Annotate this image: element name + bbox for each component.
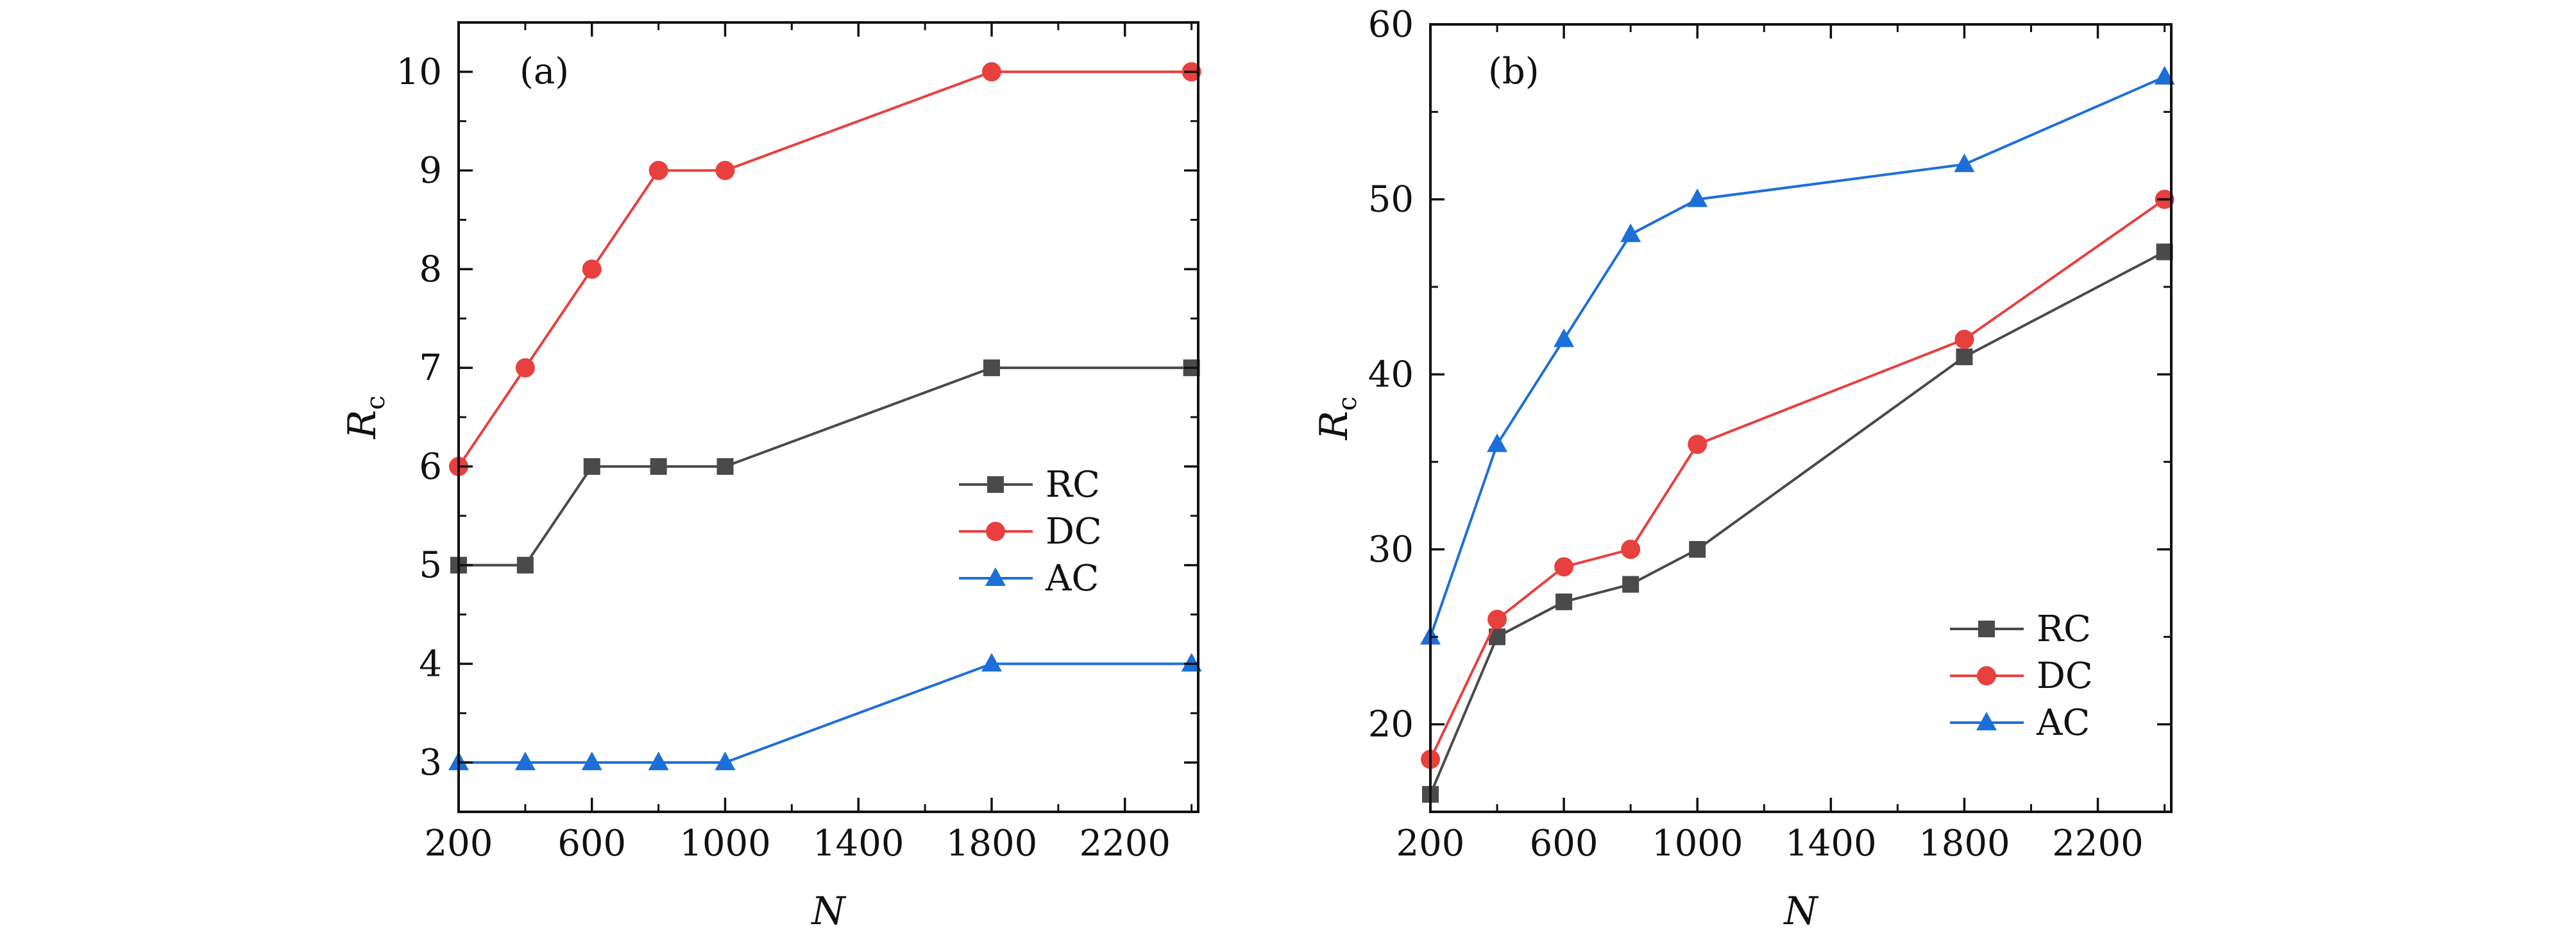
y-tick-label: 6 (419, 446, 442, 488)
data-point-dc (1688, 434, 1707, 454)
y-tick-label: 50 (1368, 179, 1414, 221)
data-point-rc (650, 458, 667, 475)
legend-label-ac: AC (1045, 558, 1099, 599)
data-point-dc (1554, 557, 1574, 577)
series-line-ac (459, 662, 1192, 764)
y-tick-label: 60 (1368, 4, 1414, 46)
x-tick-label: 1400 (1785, 823, 1877, 864)
data-point-ac (2154, 65, 2175, 85)
data-point-dc (715, 160, 735, 180)
legend-marker-ac (1976, 712, 1997, 730)
legend-marker-rc (1978, 621, 1995, 637)
y-axis-label-main: R (1312, 411, 1357, 440)
legend-marker-dc (986, 522, 1005, 541)
data-point-dc (1487, 610, 1507, 630)
x-tick-label: 1000 (679, 823, 771, 864)
data-point-rc (716, 458, 734, 475)
y-tick-label: 10 (396, 51, 442, 93)
data-point-rc (583, 458, 600, 475)
panel-label: (b) (1488, 51, 1539, 92)
data-point-ac (1954, 153, 1975, 173)
legend-marker-rc (987, 476, 1004, 493)
legend: RC DC AC (1950, 608, 2093, 744)
legend: RC DC AC (959, 464, 1102, 599)
data-point-ac (981, 653, 1002, 672)
x-tick-label: 1000 (1652, 823, 1743, 864)
y-tick-label: 8 (419, 248, 442, 290)
y-axis-label: Rc (1312, 397, 1362, 441)
data-point-rc (1956, 348, 1973, 366)
x-tick-label: 600 (557, 823, 626, 864)
data-point-dc (1954, 329, 1974, 349)
chart-panel-a: 200 600 1000 1400 1800 2200 3 4 5 6 7 8 9 10 (a) N Rc RC D… (340, 21, 1202, 928)
y-axis-label-sub: c (361, 395, 391, 409)
data-point-ac (1181, 653, 1202, 672)
x-axis-label: N (1783, 889, 1819, 925)
x-axis-label: N (810, 889, 847, 925)
data-point-ac (1620, 223, 1641, 243)
x-tick-label: 2200 (1079, 823, 1171, 864)
data-point-rc (1689, 541, 1706, 558)
x-tick-label: 2200 (2052, 823, 2144, 864)
data-point-dc (515, 358, 535, 378)
y-axis-label: Rc (340, 395, 391, 440)
legend-label-dc: DC (2037, 655, 2093, 697)
x-tick-label: 200 (1396, 823, 1465, 864)
data-point-ac (514, 752, 536, 771)
chart-panel-b: 200 600 1000 1400 1800 2200 20 30 40 50 60 (b) N Rc RC… (1312, 4, 2175, 928)
legend-label-rc: RC (1046, 464, 1100, 506)
x-tick-label: 1800 (1919, 823, 2010, 864)
data-point-rc (983, 359, 1000, 377)
data-point-rc (1622, 576, 1640, 593)
data-point-dc (981, 62, 1001, 82)
legend-marker-ac (985, 567, 1006, 586)
y-tick-label: 7 (419, 347, 442, 389)
data-point-ac (715, 752, 736, 771)
y-tick-label: 9 (419, 150, 442, 192)
x-tick-label: 200 (425, 823, 493, 864)
y-tick-label: 5 (419, 545, 442, 587)
y-tick-label: 20 (1368, 704, 1414, 746)
y-axis-label-main: R (340, 410, 385, 440)
y-tick-label: 3 (419, 742, 442, 784)
series-line-dc (457, 70, 1192, 467)
data-point-ac (648, 752, 669, 771)
data-point-ac (1554, 328, 1575, 347)
data-point-dc (648, 160, 668, 180)
data-point-ac (581, 752, 602, 771)
x-tick-label: 1800 (946, 823, 1038, 864)
x-tick-label: 600 (1530, 823, 1598, 864)
data-point-ac (1687, 188, 1708, 207)
x-tick-label: 1400 (813, 823, 904, 864)
legend-label-ac: AC (2036, 702, 2090, 744)
legend-label-dc: DC (1046, 511, 1102, 553)
y-axis-label-sub: c (1333, 397, 1362, 411)
y-tick-label: 4 (419, 643, 442, 685)
data-point-dc (582, 259, 602, 279)
legend-marker-dc (1977, 666, 1996, 685)
data-point-dc (1621, 540, 1641, 559)
panel-label: (a) (520, 51, 569, 92)
plot-frame (1429, 23, 2173, 813)
plot-frame (457, 21, 1199, 813)
y-tick-label: 30 (1368, 529, 1414, 571)
data-point-rc (516, 556, 534, 574)
series-line-ac (1429, 75, 2165, 637)
y-tick-label: 40 (1368, 354, 1414, 395)
legend-label-rc: RC (2037, 608, 2091, 650)
data-point-rc (1555, 593, 1573, 610)
data-point-ac (1487, 433, 1508, 452)
